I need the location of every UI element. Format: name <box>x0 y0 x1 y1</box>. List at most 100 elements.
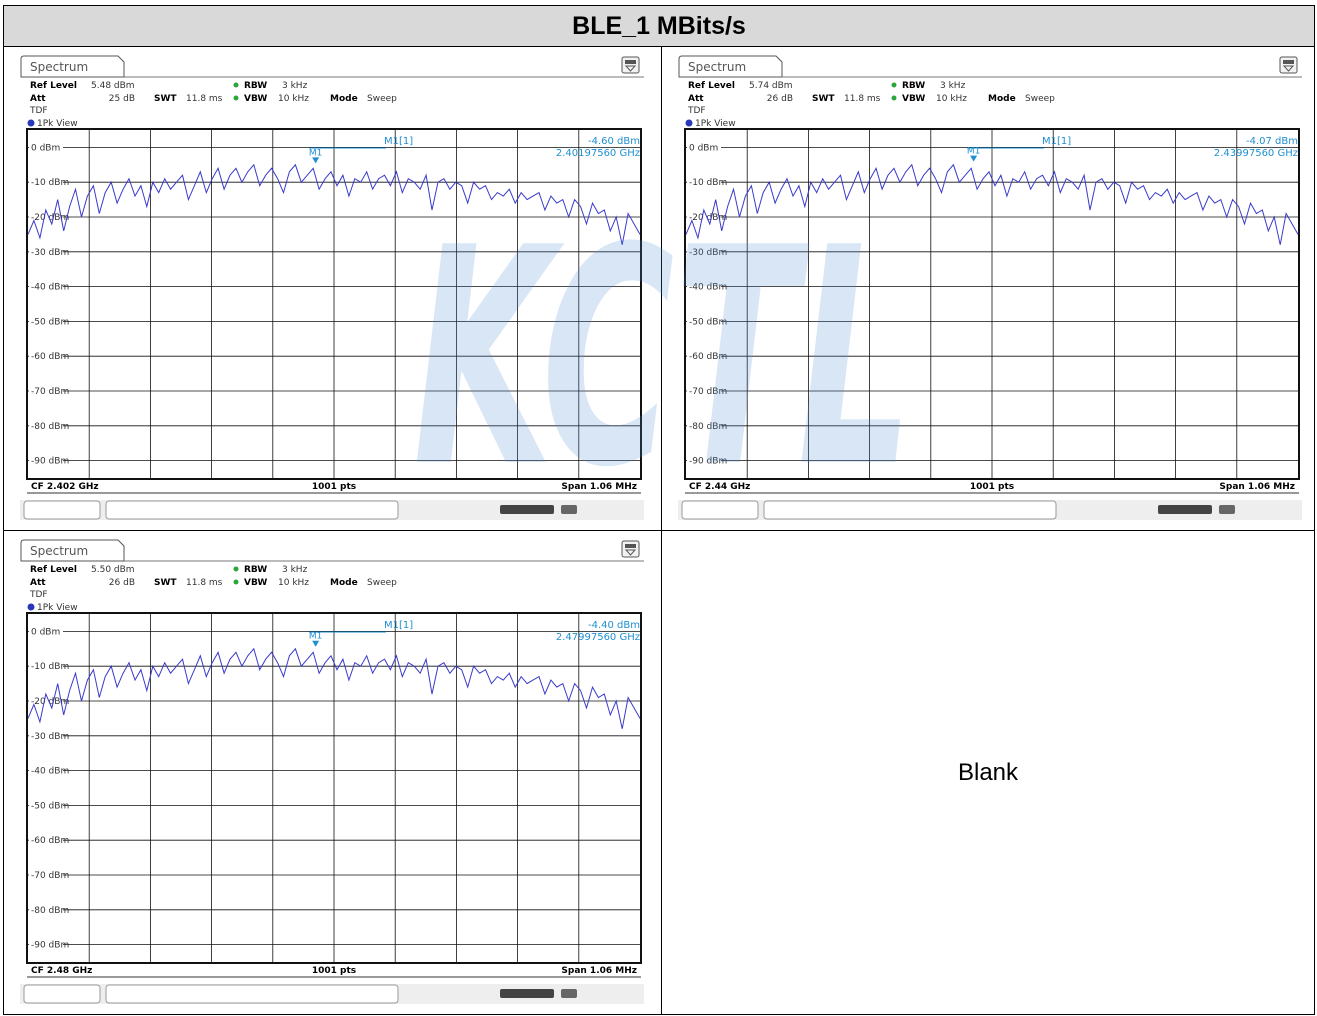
y-tick-label: -80 dBm <box>689 422 727 432</box>
marker-level: -4.07 dBm <box>1246 136 1298 147</box>
spectrum-tab-shape <box>678 55 783 78</box>
screen-settings-icon[interactable] <box>1279 56 1298 74</box>
status-message-field[interactable] <box>105 984 399 1004</box>
y-tick-label-bg <box>687 385 721 397</box>
trace-view-indicator <box>685 119 693 127</box>
swt-label: SWT <box>154 578 177 588</box>
y-tick-label-bg <box>687 454 721 466</box>
y-tick-label: 0 dBm <box>31 627 60 637</box>
status-message-field[interactable] <box>105 500 399 520</box>
marker-frequency: 2.47997560 GHz <box>556 632 640 643</box>
y-tick-label: -20 dBm <box>689 213 727 223</box>
y-tick-label: -80 dBm <box>31 906 69 916</box>
center-frequency: CF 2.44 GHz <box>689 482 750 492</box>
spectrum-tab-label[interactable]: Spectrum <box>30 544 88 558</box>
y-tick-label-bg <box>29 834 63 846</box>
measurement-progress-bar <box>500 989 554 999</box>
y-tick-label-bg <box>29 799 63 811</box>
spectrum-tab-label[interactable]: Spectrum <box>30 60 88 74</box>
vbw-value: 10 kHz <box>936 94 967 104</box>
y-tick-label: -70 dBm <box>31 871 69 881</box>
y-axis-tick-labels: 0 dBm -10 dBm -20 dBm -30 dBm -40 dBm -50 dBm… <box>687 141 727 467</box>
view-label: 1Pk View <box>695 119 736 129</box>
plot-grid <box>28 614 640 963</box>
status-field-left[interactable] <box>23 984 101 1004</box>
measurement-progress-bar <box>500 505 554 515</box>
mode-label: Mode <box>330 94 358 104</box>
att-value: 26 dB <box>109 578 135 588</box>
y-tick-label-bg <box>29 176 63 188</box>
vbw-coupled-indicator <box>233 579 239 585</box>
ref-level-label: Ref Level <box>688 81 735 91</box>
y-tick-label-bg <box>687 141 721 153</box>
y-tick-label: -90 dBm <box>31 457 69 467</box>
y-tick-label-bg <box>29 938 63 950</box>
center-frequency: CF 2.48 GHz <box>31 966 92 976</box>
status-field-left[interactable] <box>681 500 759 520</box>
marker-tag: M1 <box>309 632 323 642</box>
y-tick-label-bg <box>687 315 721 327</box>
spectrum-tab-shape <box>20 539 125 562</box>
y-tick-label: -90 dBm <box>31 941 69 951</box>
mode-label: Mode <box>330 578 358 588</box>
marker-level: -4.60 dBm <box>588 136 640 147</box>
ref-level-value: 5.48 dBm <box>91 81 135 91</box>
rbw-label: RBW <box>902 81 925 91</box>
y-tick-label-bg <box>29 385 63 397</box>
status-field-left[interactable] <box>23 500 101 520</box>
vbw-label: VBW <box>902 94 925 104</box>
y-tick-label-bg <box>29 315 63 327</box>
rbw-label: RBW <box>244 81 267 91</box>
screen-settings-icon[interactable] <box>621 56 640 74</box>
status-lock-icon <box>561 505 577 515</box>
status-message-field[interactable] <box>763 500 1057 520</box>
y-tick-label: -50 dBm <box>689 317 727 327</box>
vbw-value: 10 kHz <box>278 578 309 588</box>
marker-m1: M1 <box>967 147 981 162</box>
sweep-points: 1001 pts <box>970 482 1014 492</box>
y-tick-label: -20 dBm <box>31 213 69 223</box>
ref-level-value: 5.74 dBm <box>749 81 793 91</box>
y-tick-label: -50 dBm <box>31 801 69 811</box>
marker-tag: M1 <box>967 147 981 157</box>
y-tick-label: -10 dBm <box>31 662 69 672</box>
plot-cell-mid-channel: Spectrum Ref Level 5.74 dBm Att 26 dB SW… <box>660 46 1316 532</box>
status-lock-icon <box>1219 505 1235 515</box>
swt-value: 11.8 ms <box>186 578 223 588</box>
rbw-label: RBW <box>244 565 267 575</box>
y-tick-label-bg <box>29 141 63 153</box>
y-tick-label: -40 dBm <box>31 767 69 777</box>
mode-label: Mode <box>988 94 1016 104</box>
y-tick-label: -80 dBm <box>31 422 69 432</box>
y-tick-label-bg <box>29 625 63 637</box>
trace-view-indicator <box>27 119 35 127</box>
y-tick-label: -40 dBm <box>689 283 727 293</box>
screen-settings-icon[interactable] <box>621 540 640 558</box>
y-tick-label-bg <box>29 869 63 881</box>
marker-m1: M1 <box>309 632 323 647</box>
trace-view-indicator <box>27 603 35 611</box>
view-label: 1Pk View <box>37 603 78 613</box>
marker-triangle <box>312 640 320 647</box>
y-tick-label: -20 dBm <box>31 697 69 707</box>
spectrum-trace <box>27 163 641 245</box>
marker-name: M1[1] <box>384 620 413 631</box>
att-value: 25 dB <box>109 94 135 104</box>
sweep-points: 1001 pts <box>312 966 356 976</box>
y-tick-label: -10 dBm <box>689 178 727 188</box>
measurement-progress-bar <box>1158 505 1212 515</box>
y-tick-label-bg <box>687 245 721 257</box>
spectrum-tab-shape <box>20 55 125 78</box>
marker-tag: M1 <box>309 148 323 158</box>
att-label: Att <box>688 94 704 104</box>
y-tick-label: -30 dBm <box>31 248 69 258</box>
marker-frequency: 2.40197560 GHz <box>556 148 640 159</box>
report-table: BLE_1 MBits/s Spectrum Ref Level 5.48 dB… <box>2 4 1316 1015</box>
spectrum-tab-label[interactable]: Spectrum <box>688 60 746 74</box>
y-tick-label: -60 dBm <box>31 836 69 846</box>
y-tick-label-bg <box>29 280 63 292</box>
y-tick-label: -70 dBm <box>31 387 69 397</box>
y-tick-label-bg <box>29 350 63 362</box>
vbw-coupled-indicator <box>233 95 239 101</box>
y-tick-label: -10 dBm <box>31 178 69 188</box>
